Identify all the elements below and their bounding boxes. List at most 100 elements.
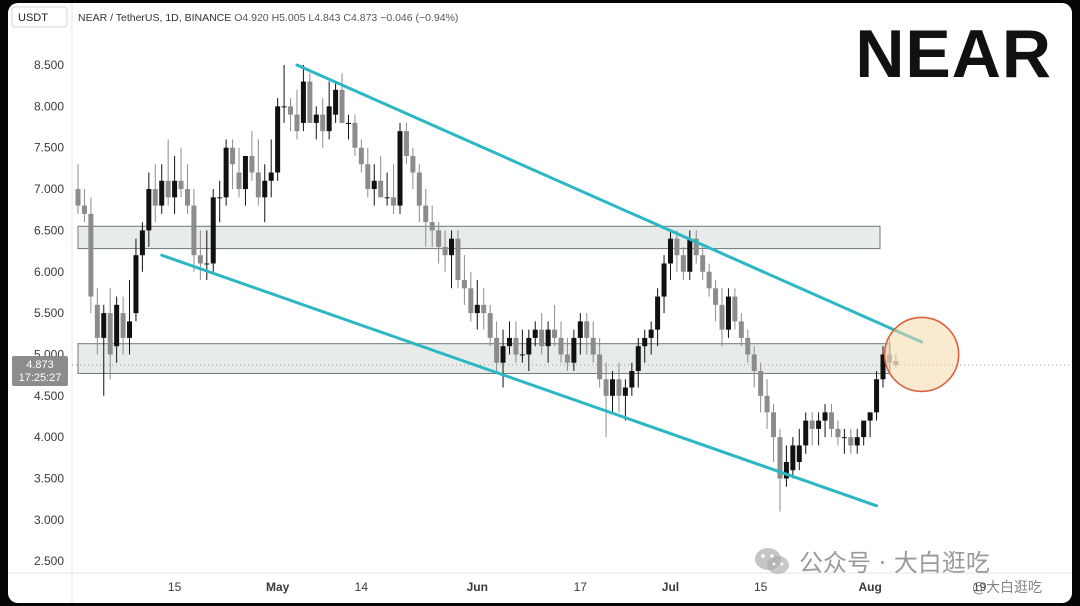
x-tick-label: 15 bbox=[168, 580, 182, 594]
candle bbox=[552, 329, 558, 338]
candle bbox=[835, 428, 841, 438]
candle bbox=[255, 172, 261, 198]
candle bbox=[803, 420, 809, 446]
candle bbox=[391, 197, 397, 206]
upper-trendline bbox=[295, 63, 924, 344]
watermark-handle: @大白逛吃 bbox=[972, 580, 1042, 596]
candle bbox=[133, 255, 139, 314]
candle bbox=[725, 296, 731, 330]
price-chart[interactable]: 8.5008.0007.5007.0006.5006.0005.5005.000… bbox=[8, 3, 1072, 603]
ohlc-value: 4.873 bbox=[351, 12, 380, 24]
ohlc-key: H bbox=[272, 12, 280, 24]
y-tick-label: 5.500 bbox=[34, 306, 64, 320]
ohlc-value: 4.920 bbox=[242, 12, 271, 24]
x-tick-label: Jul bbox=[662, 580, 679, 594]
current-price-value: 4.873 bbox=[26, 359, 54, 371]
candle bbox=[771, 412, 777, 438]
x-tick-label: Jun bbox=[467, 580, 488, 594]
highlight-circle bbox=[883, 316, 960, 393]
y-tick-label: 3.000 bbox=[34, 513, 64, 527]
candle bbox=[487, 313, 493, 338]
candle bbox=[635, 346, 641, 371]
candle bbox=[352, 122, 358, 148]
candle bbox=[700, 255, 706, 272]
candle bbox=[616, 379, 622, 396]
y-tick-label: 8.000 bbox=[34, 99, 64, 113]
candle bbox=[365, 164, 371, 190]
watermark-text: 公众号 · 大白逛吃 bbox=[799, 549, 990, 577]
candle bbox=[120, 313, 126, 338]
candle bbox=[642, 337, 648, 347]
y-tick-label: 6.000 bbox=[34, 265, 64, 279]
candle bbox=[713, 288, 719, 305]
ohlc-header: NEAR / TetherUS, 1D, BINANCE O4.920 H5.0… bbox=[78, 12, 458, 24]
x-tick-label: Aug bbox=[858, 580, 881, 594]
candle bbox=[693, 238, 699, 256]
candle bbox=[184, 189, 190, 206]
candle bbox=[564, 354, 570, 363]
candle bbox=[378, 180, 384, 198]
candle bbox=[139, 230, 145, 256]
candle bbox=[288, 106, 294, 115]
candle bbox=[307, 81, 313, 123]
candle bbox=[874, 379, 880, 413]
candle bbox=[159, 180, 165, 206]
candle bbox=[783, 461, 789, 479]
candle bbox=[152, 189, 158, 206]
candle bbox=[275, 106, 281, 173]
candle bbox=[474, 304, 480, 314]
candle bbox=[687, 238, 693, 272]
candle bbox=[210, 197, 216, 264]
candle bbox=[114, 304, 120, 347]
y-tick-label: 3.500 bbox=[34, 472, 64, 486]
candle bbox=[416, 172, 422, 206]
candle bbox=[758, 370, 764, 396]
x-tick-label: May bbox=[266, 580, 290, 594]
candle bbox=[436, 230, 442, 247]
candle bbox=[262, 180, 268, 198]
candle bbox=[848, 437, 854, 446]
candle bbox=[281, 106, 287, 108]
candle bbox=[790, 445, 796, 471]
candle bbox=[867, 412, 873, 421]
candle bbox=[94, 304, 100, 338]
candle bbox=[326, 106, 332, 132]
candle bbox=[513, 337, 519, 355]
candle bbox=[455, 238, 461, 281]
candle bbox=[539, 329, 545, 347]
candle bbox=[674, 238, 680, 256]
symbol-name: NEAR / TetherUS, 1D, BINANCE bbox=[78, 12, 234, 24]
candle bbox=[828, 412, 834, 429]
big-title: NEAR bbox=[855, 16, 1052, 92]
candle bbox=[610, 379, 616, 396]
y-tick-label: 6.500 bbox=[34, 223, 64, 237]
candle bbox=[371, 180, 377, 190]
candle bbox=[313, 114, 319, 123]
candle bbox=[622, 387, 628, 396]
watermark: 公众号 · 大白逛吃 bbox=[753, 543, 990, 578]
support-resistance-zone bbox=[77, 225, 881, 250]
candle bbox=[526, 337, 532, 355]
candle bbox=[333, 89, 339, 115]
x-tick-label: 17 bbox=[574, 580, 588, 594]
candle bbox=[822, 412, 828, 421]
candle bbox=[339, 89, 345, 123]
currency-label-box bbox=[11, 6, 68, 28]
candle bbox=[223, 147, 229, 198]
candle bbox=[172, 180, 178, 198]
candle bbox=[429, 222, 435, 231]
candle bbox=[577, 321, 583, 338]
candle bbox=[81, 205, 87, 214]
candle bbox=[217, 197, 223, 199]
candle bbox=[661, 263, 667, 297]
candle bbox=[442, 246, 448, 256]
candle bbox=[468, 288, 474, 314]
candle bbox=[732, 296, 738, 322]
candle bbox=[197, 255, 203, 264]
ohlc-key: L bbox=[308, 12, 314, 24]
candle bbox=[777, 437, 783, 479]
candle bbox=[796, 445, 802, 462]
candle bbox=[358, 147, 364, 165]
candle bbox=[603, 379, 609, 396]
candle bbox=[738, 321, 744, 338]
